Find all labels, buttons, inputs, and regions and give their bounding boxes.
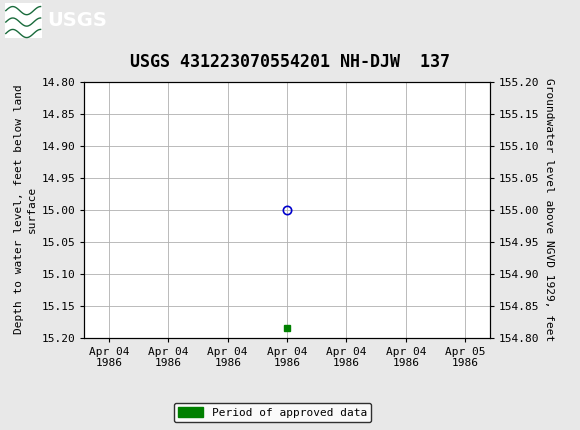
Legend: Period of approved data: Period of approved data: [174, 403, 371, 422]
FancyBboxPatch shape: [5, 3, 42, 37]
Text: USGS: USGS: [48, 11, 107, 30]
Text: USGS 431223070554201 NH-DJW  137: USGS 431223070554201 NH-DJW 137: [130, 53, 450, 71]
Y-axis label: Groundwater level above NGVD 1929, feet: Groundwater level above NGVD 1929, feet: [543, 78, 553, 341]
Y-axis label: Depth to water level, feet below land
surface: Depth to water level, feet below land su…: [14, 85, 37, 335]
